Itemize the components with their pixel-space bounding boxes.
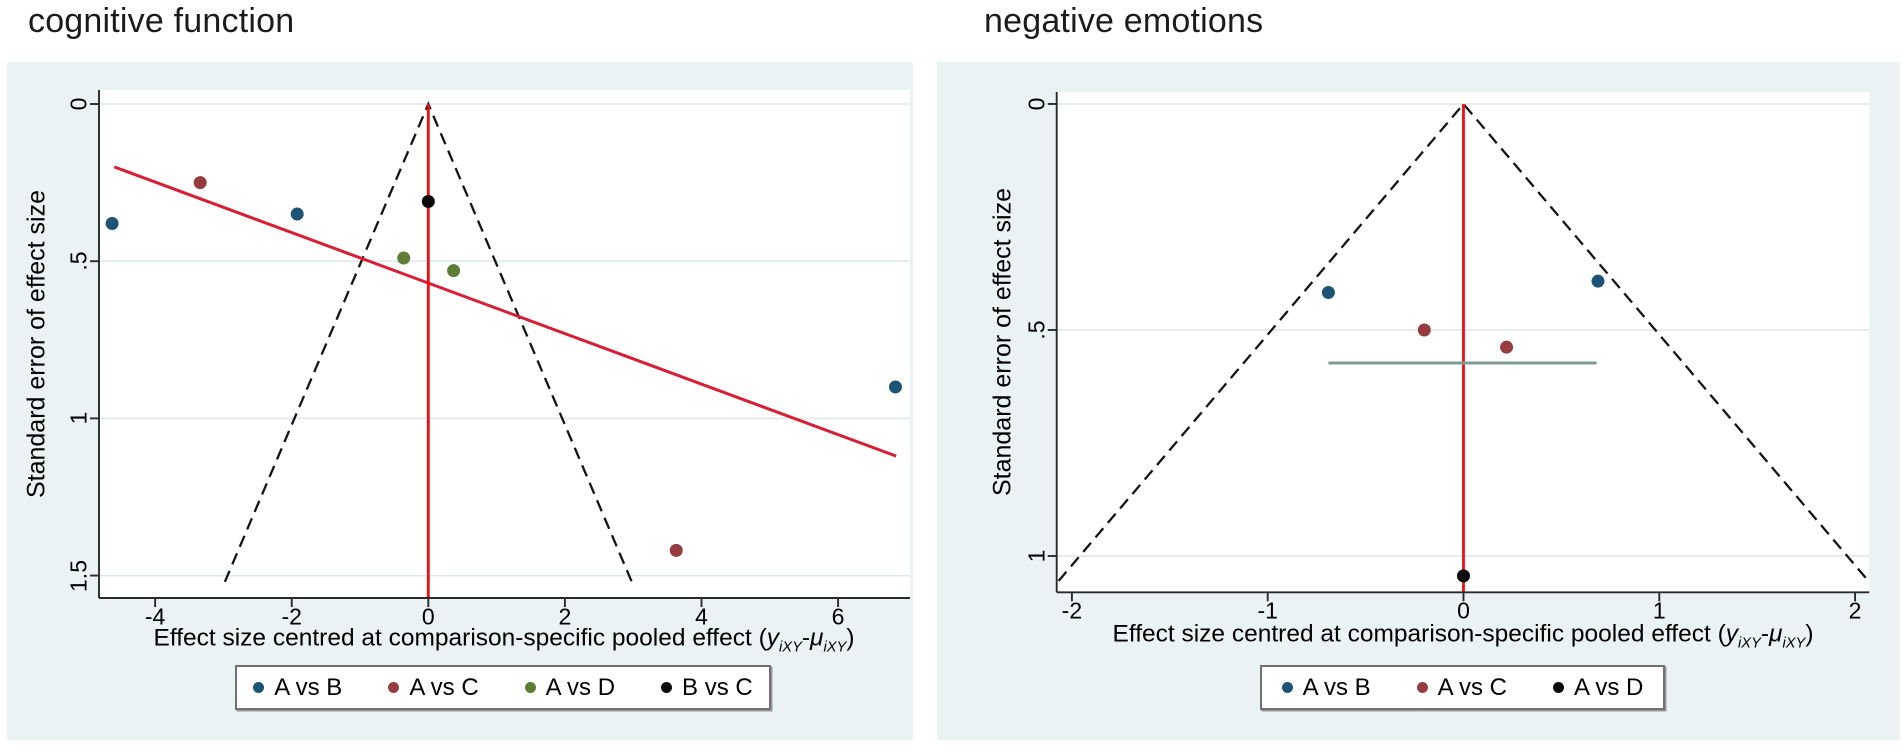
x-tick-label: 2 [1848, 597, 1862, 624]
legend-item: A vs D [524, 673, 616, 702]
legend-item-label: A vs C [1437, 673, 1508, 701]
legend-item-label: A vs B [274, 673, 343, 701]
y-tick-label: 0 [65, 97, 92, 111]
y-symbol: y [766, 624, 780, 652]
panel-title-left: cognitive function [28, 2, 295, 40]
minus-sign: - [801, 624, 811, 652]
legend-item: A vs B [253, 674, 342, 702]
minus-sign: - [1760, 620, 1770, 648]
legend-item: A vs C [1416, 673, 1508, 702]
x-tick-label: 0 [1457, 597, 1470, 624]
legend-item: A vs C [388, 673, 479, 702]
y-tick-label: 0 [1023, 97, 1050, 111]
x-tick-label: 2 [558, 603, 572, 630]
x-tick-label: -2 [281, 603, 302, 630]
legend-item-label: A vs C [409, 673, 479, 701]
mu-subscript: iXY [1782, 635, 1806, 652]
legend-right: A vs B A vs C A vs D [1260, 665, 1665, 710]
x-axis-label-text: Effect size centred at comparison-specif… [153, 624, 767, 652]
close-paren: ) [1805, 620, 1814, 648]
legend-item-label: A vs D [1574, 673, 1644, 701]
legend-item-label: A vs B [1302, 673, 1371, 701]
legend-left: A vs B A vs C A vs D B vs C [235, 665, 771, 710]
legend-marker-icon [253, 682, 265, 693]
mu-subscript: iXY [823, 639, 847, 656]
legend-marker-icon [388, 682, 400, 693]
mu-symbol: μ [810, 624, 824, 652]
legend-marker-icon [1553, 682, 1565, 693]
x-tick-label: 0 [421, 603, 435, 630]
y-axis-label-left: Standard error of effect size [22, 189, 51, 499]
y-tick-label: 1.5 [65, 559, 92, 592]
x-tick-label: -1 [1257, 597, 1278, 624]
close-paren: ) [846, 624, 855, 652]
y-subscript: iXY [1738, 635, 1761, 652]
y-axis-label-right: Standard error of effect size [988, 187, 1017, 497]
x-axis-label-right: Effect size centred at comparison-specif… [1112, 621, 1813, 652]
legend-marker-icon [1416, 682, 1428, 693]
legend-item-label: A vs D [545, 673, 616, 701]
x-tick-label: 4 [695, 603, 708, 630]
legend-marker-icon [661, 682, 673, 693]
x-tick-label: -2 [1061, 597, 1083, 624]
panel-title-right: negative emotions [984, 2, 1264, 40]
x-axis-label-left: Effect size centred at comparison-specif… [153, 625, 854, 656]
y-tick-label: 1 [65, 411, 92, 425]
x-tick-label: 6 [831, 603, 845, 630]
x-tick-label: -4 [144, 603, 166, 630]
y-tick-label: .5 [1023, 320, 1050, 340]
legend-item-label: B vs C [682, 673, 753, 701]
y-symbol: y [1725, 620, 1739, 648]
legend-marker-icon [1281, 682, 1293, 693]
legend-item: B vs C [661, 674, 753, 702]
y-tick-label: 1 [1023, 549, 1050, 563]
legend-item: A vs D [1553, 674, 1643, 702]
legend-marker-icon [524, 682, 536, 693]
x-tick-label: 1 [1652, 597, 1666, 624]
x-axis-label-text: Effect size centred at comparison-specif… [1112, 620, 1726, 648]
legend-item: A vs B [1281, 673, 1371, 702]
y-tick-label: .5 [65, 251, 92, 271]
y-subscript: iXY [779, 639, 802, 656]
mu-symbol: μ [1769, 620, 1783, 648]
